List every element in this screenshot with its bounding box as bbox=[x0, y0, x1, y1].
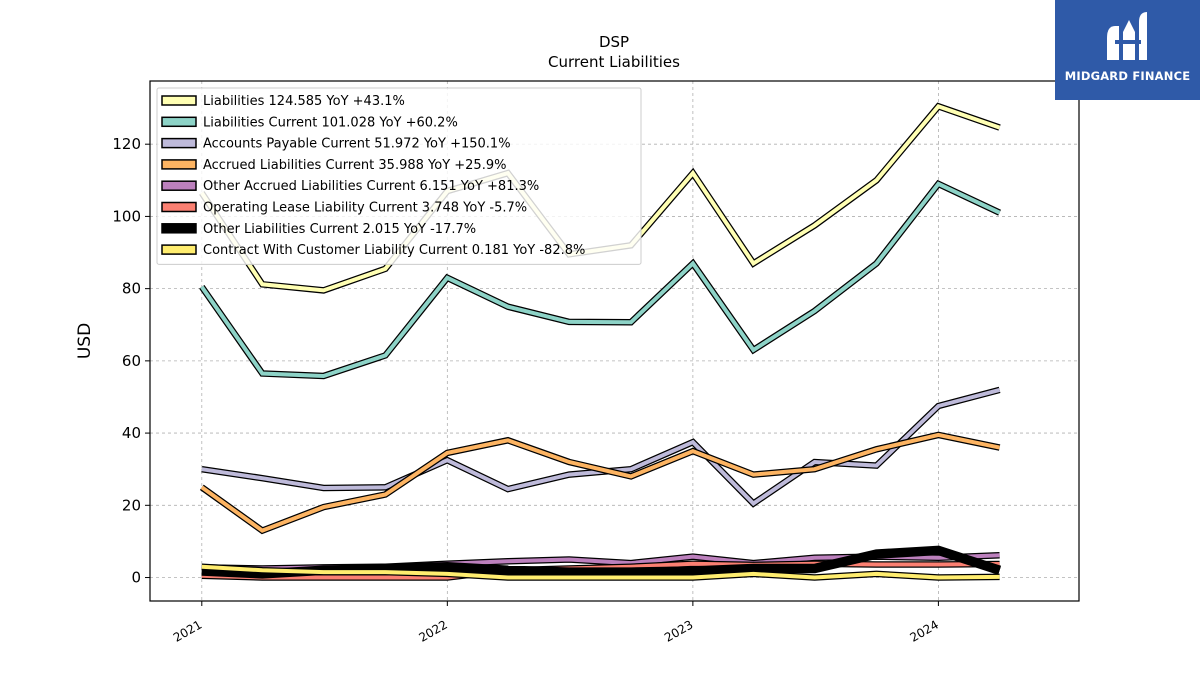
chart-subtitle: Current Liabilities bbox=[548, 53, 680, 71]
legend-swatch bbox=[161, 116, 197, 128]
y-tick-label: 120 bbox=[112, 135, 141, 153]
series-line bbox=[200, 432, 1001, 533]
legend-swatch bbox=[161, 180, 197, 191]
y-tick-label: 60 bbox=[122, 352, 141, 370]
series-line bbox=[201, 564, 1000, 580]
y-axis-label: USD bbox=[75, 323, 95, 359]
y-tick-label: 100 bbox=[112, 207, 141, 225]
series-line bbox=[200, 181, 1001, 379]
legend-swatch bbox=[161, 244, 197, 255]
legend-swatch bbox=[161, 159, 197, 170]
legend-entry: Other Accrued Liabilities Current 6.151 … bbox=[203, 179, 539, 194]
legend-entry: Accrued Liabilities Current 35.988 YoY +… bbox=[203, 158, 506, 173]
midgard-finance-logo: MIDGARD FINANCE bbox=[1055, 0, 1200, 100]
legend: Liabilities 124.585 YoY +43.1% Liabilitie… bbox=[156, 87, 642, 265]
legend-swatch bbox=[161, 95, 197, 106]
logo-mark-icon bbox=[1107, 12, 1147, 60]
y-tick-label: 80 bbox=[122, 280, 141, 298]
legend-entry: Liabilities 124.585 YoY +43.1% bbox=[203, 94, 405, 109]
legend-entry: Contract With Customer Liability Current… bbox=[203, 243, 585, 258]
plot-frame bbox=[149, 80, 1080, 602]
chart-title: DSP bbox=[599, 33, 629, 51]
logo-text: MIDGARD FINANCE bbox=[1064, 69, 1191, 83]
y-tick-label: 0 bbox=[131, 569, 141, 587]
series-lines bbox=[199, 102, 1002, 581]
legend-box bbox=[156, 87, 642, 265]
y-tick-label: 40 bbox=[122, 424, 141, 442]
legend-swatch bbox=[161, 137, 197, 149]
legend-swatch bbox=[161, 201, 197, 213]
legend-entry: Accounts Payable Current 51.972 YoY +150… bbox=[203, 137, 511, 152]
legend-entry: Liabilities Current 101.028 YoY +60.2% bbox=[203, 115, 458, 130]
legend-swatch bbox=[161, 223, 197, 234]
y-tick-label: 20 bbox=[122, 496, 141, 514]
legend-entry: Other Liabilities Current 2.015 YoY -17.… bbox=[203, 222, 476, 237]
legend-entry: Operating Lease Liability Current 3.748 … bbox=[203, 201, 527, 216]
y-axis-ticks: 0 20 40 60 80 100 120 bbox=[112, 135, 150, 587]
